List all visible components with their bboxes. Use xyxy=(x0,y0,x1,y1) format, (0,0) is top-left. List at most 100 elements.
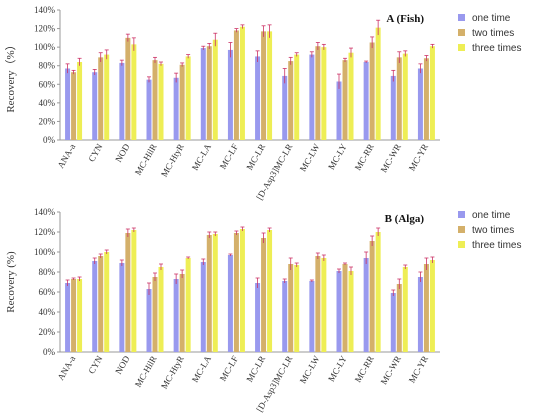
legend-label: three times xyxy=(472,240,521,251)
legend-swatch xyxy=(458,241,465,248)
y-axis-label: Recovery（%） xyxy=(4,39,17,112)
bar xyxy=(363,62,369,140)
category-label: MC-RR xyxy=(353,142,376,172)
bar xyxy=(239,229,245,352)
y-tick-label: 40% xyxy=(39,307,56,317)
category-label: MC-WR xyxy=(379,354,403,386)
category-label: ANA-a xyxy=(55,142,77,170)
bar xyxy=(309,54,315,141)
legend-label: one time xyxy=(472,210,511,221)
category-label: MC-LR xyxy=(244,354,267,384)
bar xyxy=(348,271,354,352)
legend-swatch xyxy=(458,29,465,36)
bar xyxy=(321,47,327,141)
category-label: NOD xyxy=(113,142,132,164)
y-tick-label: 80% xyxy=(39,61,56,71)
bar xyxy=(294,265,300,352)
y-axis-label: Recovery (%) xyxy=(5,251,17,313)
bar xyxy=(321,258,327,352)
legend-swatch xyxy=(458,211,465,218)
bar xyxy=(375,27,381,141)
bar xyxy=(206,235,212,352)
bar xyxy=(239,26,245,140)
category-label: MC-LW xyxy=(298,142,322,174)
bar xyxy=(185,56,191,140)
bar xyxy=(390,75,396,140)
y-tick-label: 120% xyxy=(34,24,56,34)
bar xyxy=(390,293,396,352)
bar xyxy=(336,81,342,140)
bar xyxy=(363,258,369,352)
panel-title: A (Fish) xyxy=(386,13,424,25)
bar xyxy=(342,264,348,352)
bar xyxy=(282,75,288,140)
bar xyxy=(200,48,206,141)
category-label: MC-RR xyxy=(353,354,376,384)
bar xyxy=(267,31,273,140)
bar xyxy=(212,234,218,352)
y-tick-label: 20% xyxy=(39,116,56,126)
bar xyxy=(315,256,321,352)
bar xyxy=(417,68,423,140)
category-label: MC-LR xyxy=(244,142,267,172)
y-tick-label: 140% xyxy=(34,207,56,217)
y-tick-label: 80% xyxy=(39,267,56,277)
y-tick-label: 140% xyxy=(34,5,56,15)
bar xyxy=(227,49,233,140)
y-tick-label: 20% xyxy=(39,327,56,337)
bar xyxy=(71,279,77,352)
bar xyxy=(417,277,423,352)
category-label: MC-LW xyxy=(298,354,322,386)
bar xyxy=(131,230,137,352)
bar xyxy=(282,281,288,352)
category-label: NOD xyxy=(113,354,132,376)
bar xyxy=(65,68,71,140)
bar xyxy=(119,62,125,140)
y-tick-label: 60% xyxy=(39,79,56,89)
y-tick-label: 0% xyxy=(43,347,56,357)
bar xyxy=(227,255,233,352)
category-label: ANA-a xyxy=(55,354,77,382)
y-tick-label: 100% xyxy=(34,247,56,257)
bar xyxy=(131,44,137,140)
bar xyxy=(119,263,125,352)
bar xyxy=(71,72,77,140)
bar xyxy=(146,79,152,140)
bar xyxy=(233,233,239,352)
bar xyxy=(152,277,158,352)
bar xyxy=(212,39,218,140)
bar xyxy=(336,271,342,352)
legend-label: two times xyxy=(472,28,514,39)
y-tick-label: 40% xyxy=(39,98,56,108)
bar xyxy=(158,63,164,140)
bar xyxy=(429,260,435,352)
bar xyxy=(294,54,300,141)
bar xyxy=(104,252,110,352)
bar xyxy=(315,46,321,140)
bar xyxy=(179,64,185,140)
bar xyxy=(146,289,152,352)
legend-label: one time xyxy=(472,13,511,24)
bar xyxy=(261,31,267,140)
bar xyxy=(98,57,104,140)
panel-title: B (Alga) xyxy=(385,213,425,225)
bar xyxy=(98,256,104,352)
bar xyxy=(233,30,239,140)
category-label: MC-LY xyxy=(326,354,349,384)
bar xyxy=(402,267,408,352)
bar xyxy=(402,53,408,141)
legend-swatch xyxy=(458,44,465,51)
bar xyxy=(342,60,348,141)
bar xyxy=(396,57,402,140)
bar xyxy=(125,233,131,352)
bar xyxy=(185,258,191,352)
bar xyxy=(65,283,71,352)
y-tick-label: 60% xyxy=(39,287,56,297)
bar xyxy=(179,274,185,352)
y-tick-label: 120% xyxy=(34,227,56,237)
legend-swatch xyxy=(458,14,465,21)
bar xyxy=(369,241,375,352)
bar xyxy=(92,72,98,140)
bar xyxy=(348,52,354,140)
